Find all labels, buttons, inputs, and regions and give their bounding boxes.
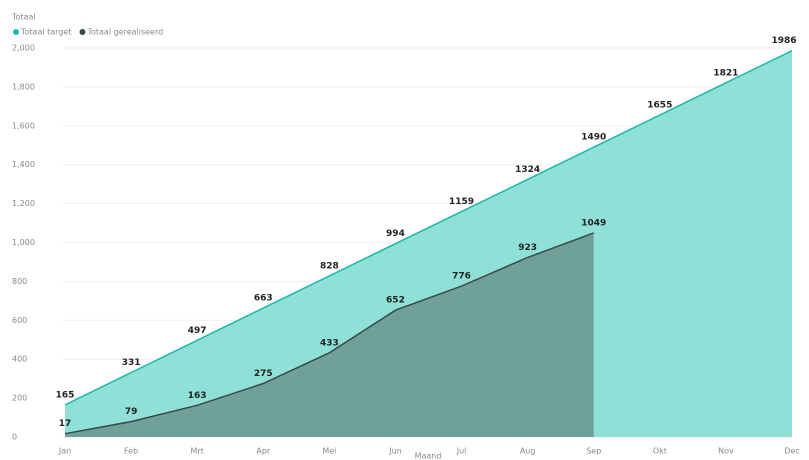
data-label: 828 bbox=[320, 261, 339, 271]
x-tick-label: Mrt bbox=[191, 447, 204, 456]
data-label: 1049 bbox=[581, 218, 606, 228]
data-label: 776 bbox=[452, 272, 471, 282]
data-label: 1490 bbox=[581, 133, 606, 143]
data-label: 17 bbox=[59, 419, 72, 429]
data-label: 163 bbox=[188, 391, 207, 401]
legend-marker bbox=[13, 29, 19, 35]
legend-label: Totaal gerealiseerd bbox=[86, 28, 163, 37]
data-label: 1159 bbox=[449, 197, 474, 207]
data-label: 1986 bbox=[771, 36, 796, 46]
y-tick-label: 2,000 bbox=[12, 44, 35, 53]
data-label: 165 bbox=[56, 390, 75, 400]
y-tick-label: 1,800 bbox=[12, 82, 35, 91]
data-label: 331 bbox=[122, 358, 141, 368]
data-label: 497 bbox=[188, 326, 207, 336]
y-tick-label: 800 bbox=[12, 277, 27, 286]
y-tick-label: 200 bbox=[12, 394, 27, 403]
x-tick-label: Okt bbox=[653, 447, 667, 456]
data-label: 275 bbox=[254, 369, 273, 379]
area bbox=[65, 232, 594, 437]
data-label: 663 bbox=[254, 294, 273, 304]
y-tick-label: 1,000 bbox=[12, 238, 35, 247]
line bbox=[64, 232, 594, 435]
legend-label: Totaal target bbox=[20, 28, 71, 37]
data-label: 652 bbox=[386, 296, 405, 306]
y-axis-title: Totaal bbox=[11, 13, 36, 22]
area bbox=[65, 50, 792, 438]
y-tick-label: 600 bbox=[12, 316, 27, 325]
x-tick-label: Sep bbox=[586, 447, 601, 456]
line bbox=[64, 50, 793, 406]
x-tick-label: Jul bbox=[456, 447, 467, 456]
data-label: 1821 bbox=[713, 68, 738, 78]
data-label: 433 bbox=[320, 338, 339, 348]
x-tick-label: Nov bbox=[718, 447, 734, 456]
y-tick-label: 400 bbox=[12, 355, 27, 364]
x-tick-label: Jun bbox=[388, 447, 402, 456]
data-label: 1655 bbox=[647, 101, 672, 111]
y-tick-label: 1,200 bbox=[12, 199, 35, 208]
x-axis-title: Maand bbox=[415, 452, 442, 460]
legend-marker bbox=[79, 29, 86, 35]
y-tick-label: 1,400 bbox=[12, 160, 35, 169]
y-tick-label: 0 bbox=[12, 433, 17, 442]
data-label: 1324 bbox=[515, 165, 540, 175]
data-label: 994 bbox=[386, 229, 405, 239]
x-tick-label: Mei bbox=[322, 447, 336, 456]
x-tick-label: Jan bbox=[58, 447, 71, 456]
data-label: 79 bbox=[125, 407, 138, 417]
x-tick-label: Aug bbox=[520, 447, 536, 456]
y-tick-label: 1,600 bbox=[12, 121, 35, 130]
data-label: 923 bbox=[518, 243, 537, 253]
x-tick-label: Dec bbox=[784, 447, 799, 456]
x-tick-label: Apr bbox=[256, 447, 271, 456]
x-tick-label: Feb bbox=[124, 447, 138, 456]
